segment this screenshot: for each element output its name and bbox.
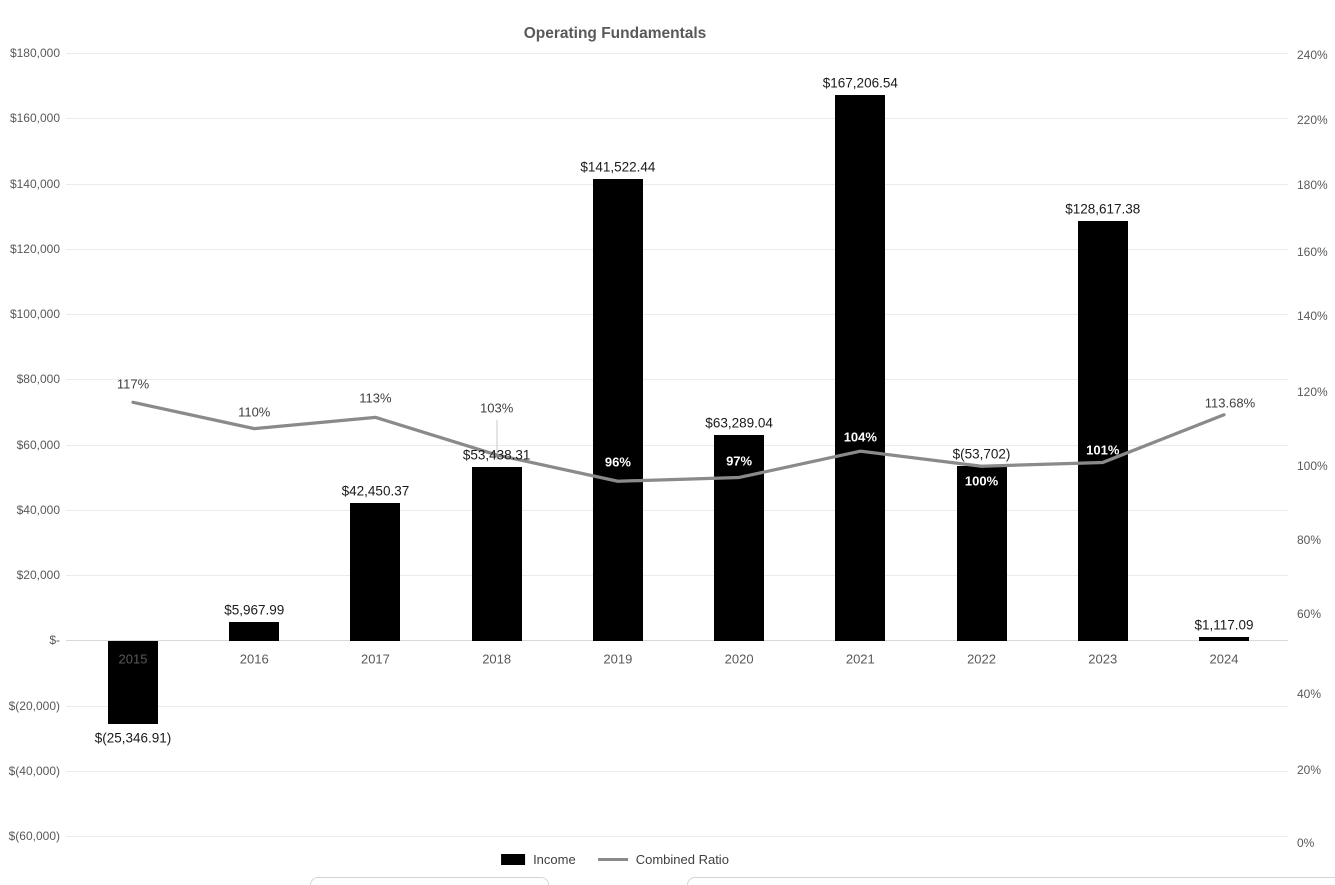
income-bar xyxy=(229,621,280,641)
right-axis-tick-label: 40% xyxy=(1297,687,1322,701)
income-value-label: $5,967.99 xyxy=(224,602,285,618)
x-axis-year-label: 2018 xyxy=(482,651,512,667)
income-value-label: $141,522.44 xyxy=(580,159,656,175)
gridline xyxy=(66,118,1288,120)
right-axis-tick-label: 80% xyxy=(1297,533,1322,547)
right-axis-tick-label: 0% xyxy=(1297,836,1315,850)
combined-ratio-label: 97% xyxy=(726,453,753,469)
right-axis-tick-label: 20% xyxy=(1297,763,1322,777)
right-axis-tick-label: 180% xyxy=(1297,178,1328,192)
left-axis-tick-label: $120,000 xyxy=(9,241,60,256)
income-bar xyxy=(956,465,1007,641)
income-bar xyxy=(592,179,643,641)
gridline xyxy=(66,575,1288,576)
left-axis-tick-label: $40,000 xyxy=(16,502,60,517)
combined-ratio-label: 96% xyxy=(604,454,631,470)
chart-title: Operating Fundamentals xyxy=(523,25,707,42)
left-axis-tick-label: $- xyxy=(49,633,60,648)
x-axis-year-label: 2015 xyxy=(118,651,148,667)
combined-ratio-label: 103% xyxy=(480,400,514,416)
combined-ratio-legend-swatch-icon xyxy=(597,858,628,861)
x-axis-year-label: 2023 xyxy=(1088,651,1118,667)
income-value-label: $42,450.37 xyxy=(341,483,410,498)
right-axis-tick-label: 100% xyxy=(1297,459,1328,473)
left-axis-tick-label: $140,000 xyxy=(9,176,60,191)
combined-ratio-label: 113% xyxy=(359,390,392,406)
income-bar xyxy=(1077,221,1128,641)
left-axis-tick-label: $(20,000) xyxy=(8,698,60,713)
income-bar xyxy=(835,95,886,641)
combined-ratio-label: 117% xyxy=(116,376,150,392)
income-bar xyxy=(1198,637,1249,641)
gridline xyxy=(66,248,1288,250)
left-axis-tick-label: $20,000 xyxy=(16,568,60,582)
x-axis-year-label: 2024 xyxy=(1209,651,1239,667)
income-bar xyxy=(471,466,522,641)
income-value-label: $167,206.54 xyxy=(822,75,898,91)
left-axis-tick-label: $160,000 xyxy=(9,111,60,126)
combined-ratio-label: 113.68% xyxy=(1204,395,1256,411)
x-axis-year-label: 2016 xyxy=(239,651,269,667)
right-axis-tick-label: 240% xyxy=(1297,48,1328,62)
gridline xyxy=(66,53,1288,54)
right-axis-tick-label: 140% xyxy=(1297,309,1328,323)
right-axis-tick-label: 160% xyxy=(1297,245,1328,259)
gridline xyxy=(66,379,1288,381)
combined-ratio-label: 100% xyxy=(964,473,999,489)
left-axis-tick-label: $(40,000) xyxy=(8,763,60,778)
income-value-label: $53,438.31 xyxy=(462,447,531,463)
right-axis-tick-label: 220% xyxy=(1297,113,1328,127)
combined-ratio-label: 104% xyxy=(843,429,877,445)
income-legend-swatch-icon xyxy=(501,854,526,865)
x-axis-year-label: 2020 xyxy=(724,651,754,667)
income-value-label: $(25,346.91) xyxy=(94,730,172,746)
partial-card-edge xyxy=(310,877,549,885)
left-axis-tick-label: $80,000 xyxy=(16,372,60,387)
x-axis-year-label: 2017 xyxy=(360,651,390,667)
income-value-label: $128,617.38 xyxy=(1065,201,1141,217)
gridline xyxy=(66,770,1288,772)
x-axis-year-label: 2021 xyxy=(845,651,875,667)
left-axis-tick-label: $180,000 xyxy=(9,46,60,60)
gridline xyxy=(66,183,1288,185)
combined-ratio-label: 110% xyxy=(238,404,271,420)
x-axis-year-label: 2019 xyxy=(603,651,633,667)
combined-ratio-label: 101% xyxy=(1086,442,1120,458)
gridline xyxy=(66,640,1288,642)
left-axis-tick-label: $(60,000) xyxy=(8,829,60,843)
right-axis-tick-label: 60% xyxy=(1297,607,1322,621)
combined-ratio-legend-label: Combined Ratio xyxy=(635,852,729,867)
right-axis-tick-label: 120% xyxy=(1297,385,1328,399)
chart-legend: Income Combined Ratio xyxy=(501,852,729,867)
left-axis-tick-label: $60,000 xyxy=(16,437,60,452)
income-legend-label: Income xyxy=(533,852,576,867)
gridline xyxy=(66,509,1288,511)
income-bar xyxy=(350,502,401,641)
gridline xyxy=(66,705,1288,707)
gridline xyxy=(66,836,1288,837)
left-axis-tick-label: $100,000 xyxy=(9,307,60,321)
partial-card-edge xyxy=(687,877,1335,885)
x-axis-year-label: 2022 xyxy=(967,651,996,667)
gridline xyxy=(66,314,1288,315)
combined-ratio-line xyxy=(131,400,1226,483)
income-value-label: $63,289.04 xyxy=(705,415,773,431)
income-value-label: $1,117.09 xyxy=(1194,617,1254,633)
income-value-label: $(53,702) xyxy=(952,446,1011,462)
income-bar xyxy=(108,641,158,724)
